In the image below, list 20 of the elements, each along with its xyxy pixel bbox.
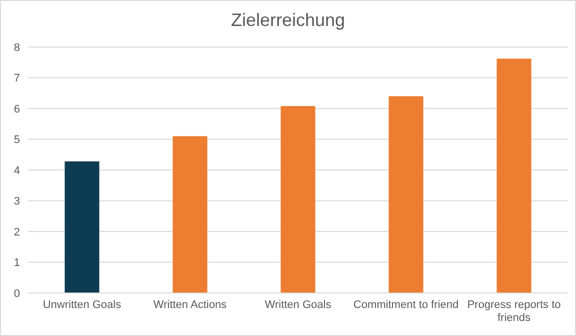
y-tick-label: 6 [14,103,20,116]
x-tick-label: Commitment to friend [353,299,459,311]
bar [64,161,100,293]
y-tick-label: 8 [14,42,20,54]
y-tick-label: 4 [14,164,20,177]
x-tick-label: Unwritten Goals [42,299,122,311]
x-tick-label: Progress reports to friends [467,299,561,324]
bar [388,96,424,293]
x-tick-label: Written Goals [264,299,332,311]
bar [496,58,532,293]
bar [172,136,208,293]
y-tick-label: 0 [14,288,20,300]
x-tick-label: Written Actions [153,299,228,311]
y-tick-label: 2 [14,226,20,238]
y-tick-label: 7 [14,72,20,85]
chart-title: Zielerreichung [230,10,346,30]
y-tick-label: 5 [14,134,20,146]
y-tick-label: 1 [14,257,20,270]
y-tick-label: 3 [14,196,20,208]
bar [280,106,316,293]
